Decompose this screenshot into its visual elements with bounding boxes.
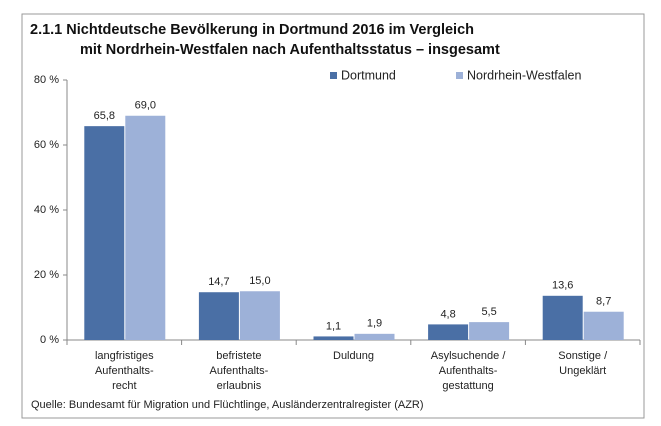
y-tick-label: 40 % <box>34 204 59 216</box>
y-tick-label: 0 % <box>40 334 59 346</box>
bar <box>239 291 280 340</box>
x-tick-label: Aufenthalts- <box>439 365 498 377</box>
bar <box>428 324 469 340</box>
bar <box>354 333 395 340</box>
value-label: 13,6 <box>552 280 573 292</box>
value-label: 69,0 <box>135 100 156 112</box>
frame <box>21 13 645 419</box>
x-tick-label: Duldung <box>333 350 374 362</box>
x-tick-label: langfristiges <box>95 350 154 362</box>
value-label: 1,1 <box>326 320 341 332</box>
value-label: 14,7 <box>208 276 229 288</box>
legend-swatch <box>330 72 337 79</box>
legend-label: Dortmund <box>341 68 396 82</box>
y-tick-label: 20 % <box>34 269 59 281</box>
x-tick-label: Aufenthalts- <box>95 365 154 377</box>
y-tick-label: 80 % <box>34 74 59 86</box>
chart-title: mit Nordrhein-Westfalen nach Aufenthalts… <box>80 42 500 58</box>
x-tick-label: Ungeklärt <box>559 365 606 377</box>
legend-swatch <box>456 72 463 79</box>
bar <box>469 322 510 340</box>
y-tick-label: 60 % <box>34 139 59 151</box>
x-tick-label: Asylsuchende / <box>431 350 507 362</box>
x-tick-label: Sonstige / <box>558 350 608 362</box>
bar <box>125 115 166 340</box>
bar <box>313 336 354 340</box>
value-label: 5,5 <box>481 306 496 318</box>
x-tick-label: gestattung <box>442 380 493 392</box>
bar <box>84 126 125 341</box>
x-tick-label: Aufenthalts- <box>210 365 269 377</box>
value-label: 65,8 <box>94 110 115 122</box>
chart-title: 2.1.1 Nichtdeutsche Bevölkerung in Dortm… <box>30 22 474 38</box>
value-label: 8,7 <box>596 296 611 308</box>
value-label: 1,9 <box>367 318 382 330</box>
bar <box>542 295 583 340</box>
bar <box>198 292 239 340</box>
bar <box>583 311 624 340</box>
legend-label: Nordrhein-Westfalen <box>467 68 581 82</box>
value-label: 15,0 <box>249 275 270 287</box>
value-label: 4,8 <box>440 308 455 320</box>
x-tick-label: befristete <box>216 350 261 362</box>
x-tick-label: erlaubnis <box>217 380 262 392</box>
x-tick-label: recht <box>112 380 136 392</box>
source: Quelle: Bundesamt für Migration und Flüc… <box>31 399 424 411</box>
